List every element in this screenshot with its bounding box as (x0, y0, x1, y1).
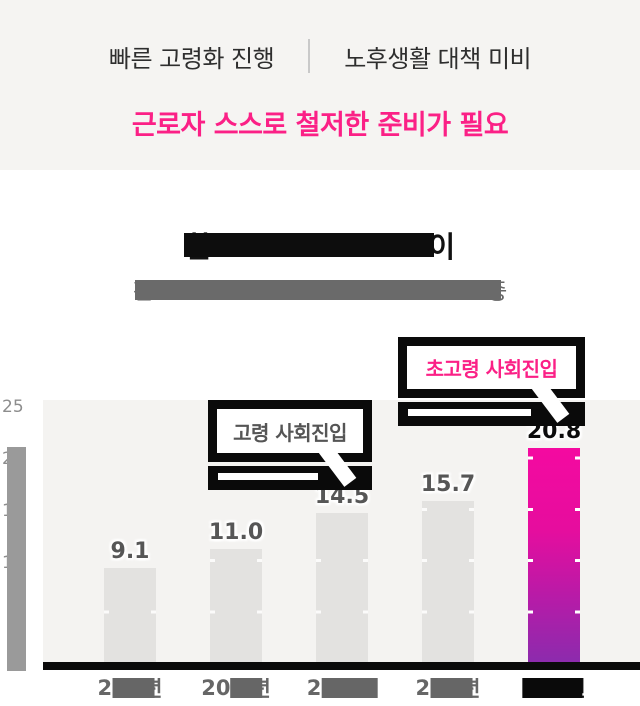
header-item-right: 노후생활 대책 미비 (344, 44, 532, 73)
y-tick-25: 25 (2, 397, 24, 417)
callout-aged-society: 고령 사회진입 (208, 400, 372, 490)
header-item-left: 빠른 고령화 진행 (108, 44, 275, 73)
callout-aged-box: 고령 사회진입 (208, 400, 372, 462)
bar-3 (422, 501, 474, 662)
callout-stripe (408, 409, 531, 416)
x-label-4: 년 (522, 675, 586, 701)
subtitle-redaction-bar (135, 280, 501, 300)
header-banner: 빠른 고령화 진행 노후생활 대책 미비 근로자 스스로 철저한 준비가 필요 (0, 0, 640, 170)
title-redaction-bar (183, 233, 434, 257)
x-label-redaction-bar (321, 678, 378, 698)
x-label-redaction-bar (430, 678, 473, 698)
x-label-2: 2 (307, 675, 378, 701)
chart-subtitle-redacted: 전 중 (0, 276, 640, 305)
bar-2 (316, 513, 368, 662)
x-label-redaction-bar (522, 678, 583, 698)
x-label-redaction-bar (230, 678, 263, 698)
value-label-1: 11.0 (208, 520, 264, 545)
header-row: 빠른 고령화 진행 노후생활 대책 미비 (0, 38, 640, 74)
bar-0 (104, 568, 156, 662)
vertical-divider (308, 39, 311, 73)
x-label-fragment: 20 (201, 676, 231, 700)
callout-aged-shadow (208, 441, 372, 490)
callout-super-box: 초고령 사회진입 (398, 337, 585, 398)
header-tagline: 근로자 스스로 철저한 준비가 필요 (131, 110, 509, 141)
value-label-3: 15.7 (420, 472, 476, 497)
chart-title-redacted: 한 이 (0, 225, 640, 265)
callout-stripe (218, 473, 318, 480)
callout-aged-label: 고령 사회진입 (233, 420, 347, 445)
callout-super-aged-society: 초고령 사회진입 (398, 337, 585, 426)
y-axis-redaction-bar (7, 447, 26, 671)
x-label-fragment: 2 (415, 676, 431, 700)
x-axis-line (43, 662, 640, 670)
bar-1 (210, 549, 262, 662)
callout-super-label: 초고령 사회진입 (425, 357, 558, 381)
callout-super-shadow (398, 377, 585, 426)
bar-4 (528, 448, 580, 662)
x-label-fragment: 2 (306, 676, 322, 700)
x-label-0: 2년 (98, 675, 163, 701)
x-label-1: 20년 (201, 675, 271, 701)
x-label-fragment: 2 (97, 676, 113, 700)
value-label-0: 9.1 (110, 539, 150, 564)
x-label-redaction-bar (112, 678, 155, 698)
x-label-3: 2년 (416, 675, 481, 701)
